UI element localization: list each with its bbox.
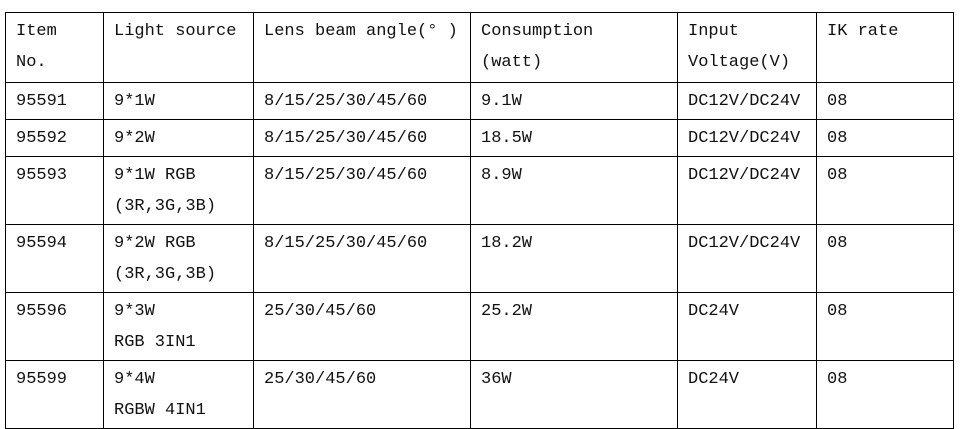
cell: 8/15/25/30/45/60 <box>253 156 471 225</box>
cell: IK rate <box>816 12 954 83</box>
cell: 95592 <box>5 119 104 157</box>
cell: 25/30/45/60 <box>253 360 471 429</box>
cell: 95591 <box>5 82 104 120</box>
cell: 9*4W RGBW 4IN1 <box>103 360 254 429</box>
cell: 25.2W <box>470 292 678 361</box>
cell: 18.2W <box>470 224 678 293</box>
cell: 08 <box>816 292 954 361</box>
data-row: 95596 9*3W RGB 3IN1 25/30/45/60 25.2W DC24V 0… <box>5 292 954 361</box>
cell: 08 <box>816 82 954 120</box>
cell: 95593 <box>5 156 104 225</box>
cell: 9*2W RGB (3R,3G,3B) <box>103 224 254 293</box>
cell: 9*2W <box>103 119 254 157</box>
cell: 9*1W <box>103 82 254 120</box>
cell: 8/15/25/30/45/60 <box>253 224 471 293</box>
cell: 8/15/25/30/45/60 <box>253 119 471 157</box>
cell: Lens beam angle(° ) <box>253 12 471 83</box>
header-row: Item No. Light source Lens beam angle(° ) C… <box>5 12 954 83</box>
cell: 8/15/25/30/45/60 <box>253 82 471 120</box>
table-body: Item No. Light source Lens beam angle(° ) C… <box>5 12 954 429</box>
cell: 9*3W RGB 3IN1 <box>103 292 254 361</box>
cell: 08 <box>816 156 954 225</box>
cell: 08 <box>816 360 954 429</box>
cell: 25/30/45/60 <box>253 292 471 361</box>
spec-table: Item No. Light source Lens beam angle(° ) C… <box>5 12 954 429</box>
cell: 95594 <box>5 224 104 293</box>
data-row: 95591 9*1W 8/15/25/30/45/60 9.1W DC12V/DC24V… <box>5 82 954 120</box>
cell: DC12V/DC24V <box>677 224 817 293</box>
data-row: 95593 9*1W RGB (3R,3G,3B) 8/15/25/30/45/60… <box>5 156 954 225</box>
cell: 9*1W RGB (3R,3G,3B) <box>103 156 254 225</box>
cell: 95596 <box>5 292 104 361</box>
cell: Input Voltage(V) <box>677 12 817 83</box>
cell: DC12V/DC24V <box>677 119 817 157</box>
cell: 36W <box>470 360 678 429</box>
cell: Light source <box>103 12 254 83</box>
data-row: 95592 9*2W 8/15/25/30/45/60 18.5W DC12V/DC24… <box>5 119 954 157</box>
cell: DC12V/DC24V <box>677 82 817 120</box>
cell: Item No. <box>5 12 104 83</box>
cell: DC24V <box>677 292 817 361</box>
cell: DC12V/DC24V <box>677 156 817 225</box>
cell: 95599 <box>5 360 104 429</box>
cell: 08 <box>816 224 954 293</box>
page: {"table": { "headers": ["Item\nNo.", "Li… <box>5 12 954 429</box>
cell: 08 <box>816 119 954 157</box>
cell: Consumption (watt) <box>470 12 678 83</box>
cell: 9.1W <box>470 82 678 120</box>
cell: DC24V <box>677 360 817 429</box>
cell: 18.5W <box>470 119 678 157</box>
data-row: 95599 9*4W RGBW 4IN1 25/30/45/60 36W DC24V 08 <box>5 360 954 429</box>
cell: 8.9W <box>470 156 678 225</box>
data-row: 95594 9*2W RGB (3R,3G,3B) 8/15/25/30/45/60… <box>5 224 954 293</box>
